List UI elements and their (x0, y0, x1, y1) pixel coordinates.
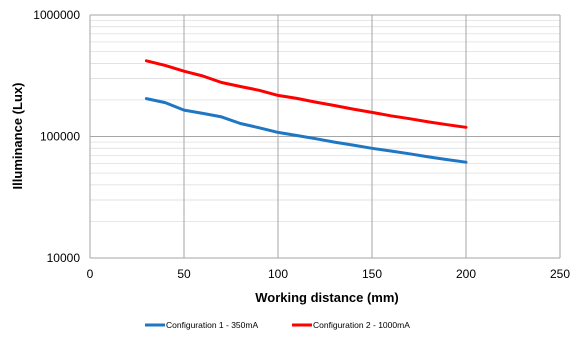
legend: Configuration 1 - 350mA Configuration 2 … (145, 320, 410, 330)
y-tick-label: 100000 (40, 130, 80, 144)
legend-label-series-1: Configuration 1 - 350mA (166, 320, 258, 330)
series-lines (144, 59, 468, 164)
x-tick-label: 250 (550, 267, 570, 281)
x-tick-label: 200 (456, 267, 476, 281)
x-tick-label: 150 (362, 267, 382, 281)
major-gridlines (89, 14, 561, 259)
series-line-1 (144, 97, 468, 164)
y-axis-title: Illuminance (Lux) (10, 83, 25, 190)
series-line-2 (144, 59, 468, 129)
y-tick-label: 10000 (47, 251, 81, 265)
legend-label-series-2: Configuration 2 - 1000mA (313, 320, 410, 330)
x-axis-title: Working distance (mm) (255, 290, 399, 305)
tick-labels: 10000 100000 1000000 0 50 100 150 200 250 (33, 8, 570, 281)
x-tick-label: 50 (177, 267, 191, 281)
y-tick-label: 1000000 (33, 8, 80, 22)
x-tick-label: 100 (268, 267, 288, 281)
x-tick-label: 0 (87, 267, 94, 281)
minor-gridlines (90, 20, 560, 222)
